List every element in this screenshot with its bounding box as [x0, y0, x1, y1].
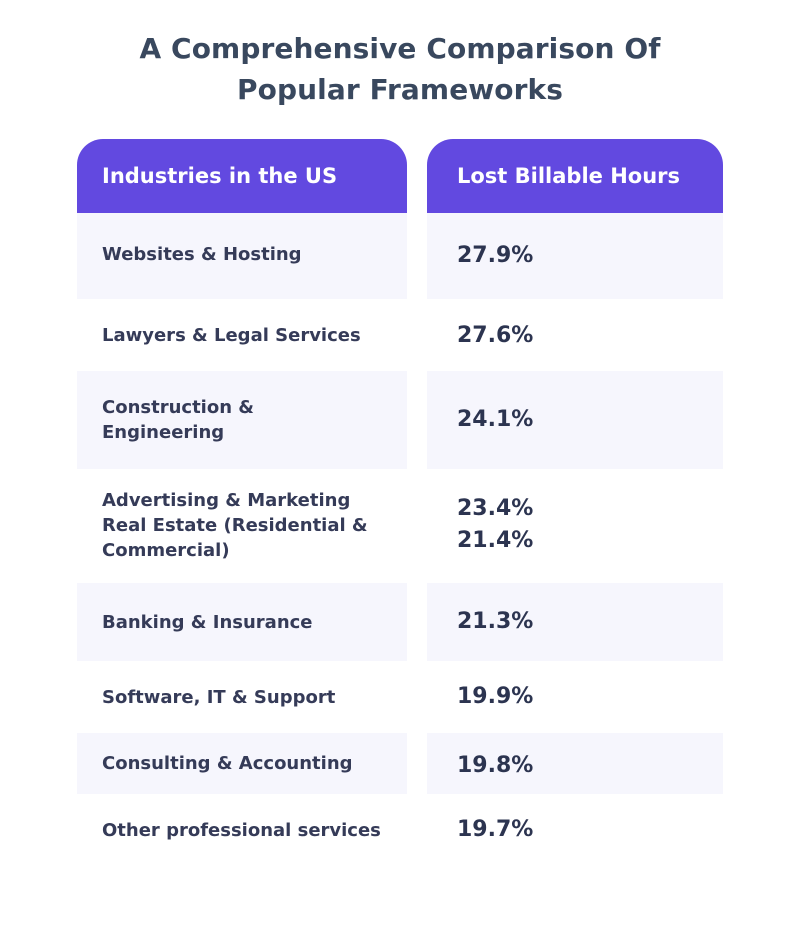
industry-label: Commercial) — [102, 539, 230, 561]
value-cell: 23.4% 21.4% — [427, 469, 723, 583]
value-cell: 19.8% — [427, 733, 723, 794]
value-cell: 24.1% — [427, 371, 723, 469]
value-cell: 27.6% — [427, 299, 723, 371]
page-title: A Comprehensive Comparison Of Popular Fr… — [0, 28, 800, 110]
industry-cell: Banking & Insurance — [77, 583, 407, 661]
lost-hours-column: Lost Billable Hours 27.9% 27.6% 24.1% 23… — [427, 139, 723, 866]
value-cell: 21.3% — [427, 583, 723, 661]
industry-label: Real Estate (Residential & — [102, 514, 368, 536]
industry-cell: Other professional services — [77, 794, 407, 866]
industry-label: Software, IT & Support — [102, 686, 336, 708]
industry-cell: Lawyers & Legal Services — [77, 299, 407, 371]
industry-cell: Software, IT & Support — [77, 661, 407, 733]
value-label: 21.4% — [457, 528, 534, 553]
industry-label: Other professional services — [102, 819, 381, 841]
industry-label: Construction & — [102, 397, 254, 418]
industry-cell: Websites & Hosting — [77, 213, 407, 299]
lost-hours-column-header: Lost Billable Hours — [427, 139, 723, 213]
industry-label: Lawyers & Legal Services — [102, 324, 361, 346]
industry-label: Banking & Insurance — [102, 611, 313, 633]
industry-cell: Advertising & Marketing Real Estate (Res… — [77, 469, 407, 583]
title-line-2: Popular Frameworks — [237, 73, 563, 106]
value-label: 23.4% — [457, 496, 534, 521]
value-label: 27.6% — [457, 323, 534, 348]
value-cell: 19.7% — [427, 794, 723, 866]
value-label: 19.8% — [457, 752, 534, 778]
industry-cell: Consulting & Accounting — [77, 733, 407, 794]
industry-label: Consulting & Accounting — [102, 753, 353, 774]
industry-label: Advertising & Marketing — [102, 489, 351, 511]
title-line-1: A Comprehensive Comparison Of — [139, 32, 661, 65]
industries-column-header: Industries in the US — [77, 139, 407, 213]
value-cell: 27.9% — [427, 213, 723, 299]
industry-label: Websites & Hosting — [102, 243, 302, 265]
value-label: 19.7% — [457, 817, 534, 842]
value-label: 27.9% — [457, 243, 534, 268]
industries-column: Industries in the US Websites & Hosting … — [77, 139, 407, 866]
value-label: 24.1% — [457, 407, 534, 432]
industry-cell: Construction & Engineering — [77, 371, 407, 469]
value-label: 19.9% — [457, 684, 534, 709]
value-cell: 19.9% — [427, 661, 723, 733]
industry-label: Engineering — [102, 422, 225, 443]
value-label: 21.3% — [457, 609, 534, 634]
